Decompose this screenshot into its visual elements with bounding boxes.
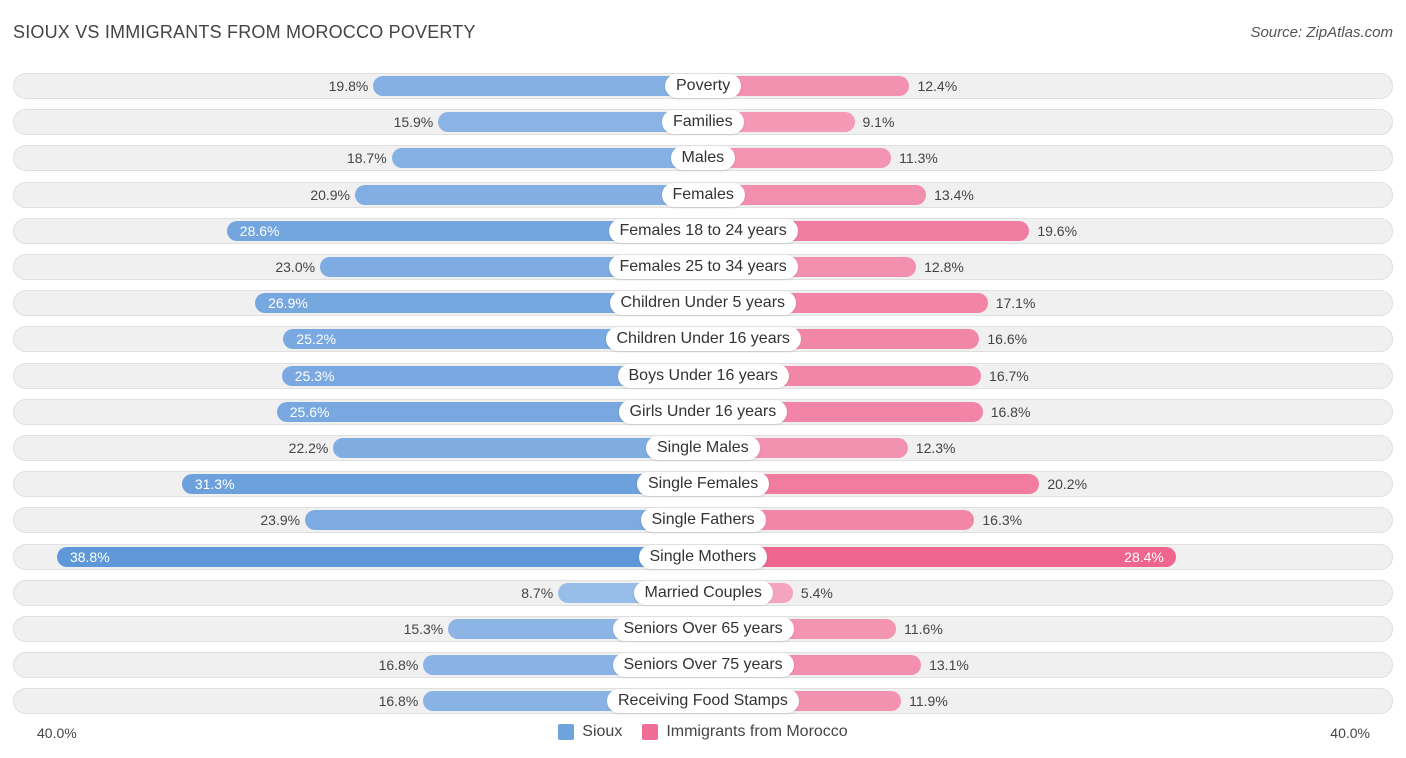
value-label-sioux: 15.9% xyxy=(393,114,434,131)
value-label-morocco: 12.3% xyxy=(915,440,956,456)
category-label: Females 18 to 24 years xyxy=(608,218,798,243)
bar-morocco[interactable] xyxy=(703,546,1176,567)
value-label-sioux: 23.0% xyxy=(275,259,316,275)
value-label-sioux: 25.2% xyxy=(296,331,337,348)
bar-morocco[interactable] xyxy=(703,474,1040,495)
legend-label-sioux: Sioux xyxy=(582,723,623,740)
value-label-sioux: 15.3% xyxy=(403,621,444,637)
legend-swatch-morocco xyxy=(642,724,659,740)
legend-item-morocco[interactable]: Immigrants from Morocco xyxy=(642,723,848,741)
bar-sioux[interactable] xyxy=(283,329,703,350)
legend: Sioux Immigrants from Morocco xyxy=(0,723,1406,741)
category-label: Married Couples xyxy=(633,580,773,605)
value-label-morocco: 11.6% xyxy=(904,621,943,637)
chart-title: SIOUX VS IMMIGRANTS FROM MOROCCO POVERTY xyxy=(13,22,476,42)
value-label-morocco: 9.1% xyxy=(862,114,895,131)
category-label: Families xyxy=(662,110,744,135)
value-label-sioux: 22.2% xyxy=(288,440,329,456)
value-label-sioux: 28.6% xyxy=(239,222,280,239)
value-label-sioux: 16.8% xyxy=(378,657,419,674)
category-label: Children Under 16 years xyxy=(605,327,801,352)
value-label-sioux: 25.6% xyxy=(289,403,330,420)
bar-sioux[interactable] xyxy=(281,365,703,386)
value-label-sioux: 31.3% xyxy=(194,476,235,493)
category-label: Poverty xyxy=(665,74,742,98)
bar-sioux[interactable] xyxy=(333,438,703,458)
value-label-morocco: 16.6% xyxy=(987,331,1028,348)
value-label-morocco: 17.1% xyxy=(995,295,1036,312)
bar-sioux[interactable] xyxy=(438,112,703,133)
value-label-morocco: 19.6% xyxy=(1037,222,1078,239)
category-label: Boys Under 16 years xyxy=(617,363,789,388)
category-label: Children Under 5 years xyxy=(609,291,797,316)
bar-sioux[interactable] xyxy=(276,401,703,422)
value-label-morocco: 13.1% xyxy=(929,657,969,674)
bar-morocco[interactable] xyxy=(703,510,975,531)
legend-swatch-sioux xyxy=(558,724,575,740)
category-label: Single Fathers xyxy=(640,508,766,533)
value-label-morocco: 5.4% xyxy=(800,584,833,601)
value-label-morocco: 11.9% xyxy=(909,693,948,710)
value-label-morocco: 16.7% xyxy=(989,367,1029,384)
value-label-morocco: 28.4% xyxy=(1124,548,1164,565)
value-label-morocco: 11.3% xyxy=(899,150,938,167)
value-label-sioux: 19.8% xyxy=(328,78,369,94)
bar-sioux[interactable] xyxy=(181,474,703,495)
bar-sioux[interactable] xyxy=(391,148,703,169)
bar-sioux[interactable] xyxy=(320,257,703,277)
bar-sioux[interactable] xyxy=(373,76,703,96)
bar-sioux[interactable] xyxy=(355,184,703,205)
value-label-sioux: 20.9% xyxy=(310,186,351,203)
bar-morocco[interactable] xyxy=(703,148,892,169)
value-label-sioux: 38.8% xyxy=(69,548,110,565)
chart-source: Source: ZipAtlas.com xyxy=(1250,24,1393,41)
bar-sioux[interactable] xyxy=(56,546,703,567)
category-label: Single Females xyxy=(637,472,770,497)
value-label-morocco: 16.8% xyxy=(990,403,1031,420)
axis-left-label: 40.0% xyxy=(37,725,77,741)
legend-label-morocco: Immigrants from Morocco xyxy=(666,723,848,740)
value-label-morocco: 13.4% xyxy=(934,186,974,203)
category-label: Males xyxy=(670,146,736,171)
bar-sioux[interactable] xyxy=(305,510,703,531)
bar-sioux[interactable] xyxy=(255,293,703,314)
value-label-morocco: 12.4% xyxy=(917,78,958,94)
category-label: Seniors Over 75 years xyxy=(612,653,794,678)
value-label-morocco: 16.3% xyxy=(982,512,1023,529)
bar-morocco[interactable] xyxy=(703,184,927,205)
category-label: Single Males xyxy=(646,436,760,460)
value-label-sioux: 26.9% xyxy=(268,295,308,312)
value-label-sioux: 25.3% xyxy=(294,367,335,384)
axis-right-label: 40.0% xyxy=(1330,725,1370,741)
value-label-sioux: 16.8% xyxy=(378,693,419,710)
value-label-morocco: 12.8% xyxy=(924,259,964,275)
value-label-sioux: 8.7% xyxy=(521,584,554,601)
value-label-morocco: 20.2% xyxy=(1047,476,1088,493)
value-label-sioux: 23.9% xyxy=(260,512,301,529)
category-label: Girls Under 16 years xyxy=(618,399,788,424)
value-label-sioux: 18.7% xyxy=(346,150,387,167)
category-label: Receiving Food Stamps xyxy=(607,689,799,714)
bar-sioux[interactable] xyxy=(226,220,703,241)
category-label: Single Mothers xyxy=(638,544,768,569)
category-label: Females 25 to 34 years xyxy=(608,255,798,279)
bar-morocco[interactable] xyxy=(703,76,910,96)
category-label: Seniors Over 65 years xyxy=(612,617,794,641)
legend-item-sioux[interactable]: Sioux xyxy=(558,723,622,741)
category-label: Females xyxy=(661,182,745,207)
